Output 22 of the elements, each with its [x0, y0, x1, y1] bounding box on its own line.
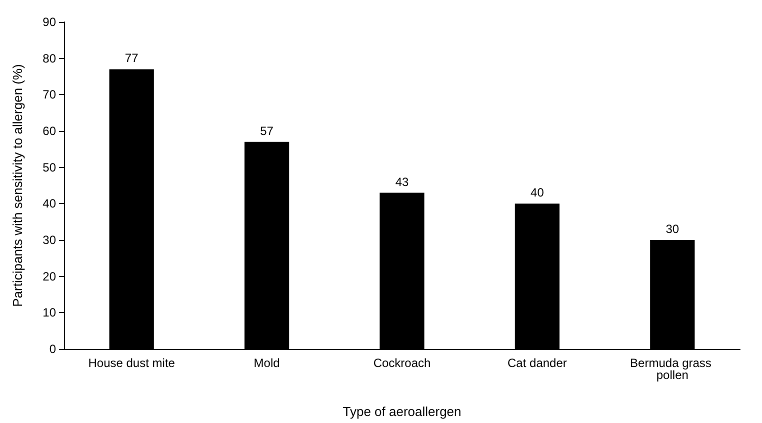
y-tick-label: 90: [42, 15, 56, 29]
data-label: 30: [666, 222, 680, 236]
y-tick-label: 30: [42, 233, 56, 247]
y-tick-label: 10: [42, 306, 56, 320]
data-label: 43: [395, 174, 409, 189]
y-tick-label: 20: [42, 269, 56, 284]
y-tick-label: 50: [42, 160, 56, 174]
x-tick-label: Mold: [254, 356, 280, 370]
data-label: 77: [124, 51, 139, 66]
y-axis-title: Participants with sensitivity to allergen (%): [10, 64, 25, 307]
y-tick-label: 0: [49, 342, 56, 356]
x-axis-title: Type of aeroallergen: [342, 404, 462, 419]
data-label: 40: [530, 186, 544, 200]
y-tick-label: 80: [42, 51, 56, 66]
y-tick-label: 70: [42, 88, 56, 102]
x-tick-label: House dust mite: [88, 356, 176, 370]
x-tick-label: Bermuda grass pollen: [630, 356, 715, 382]
x-tick-label: Cat dander: [508, 356, 567, 370]
y-tick-label: 40: [42, 196, 56, 211]
data-label: 57: [260, 124, 274, 138]
x-tick-label: Cockroach: [373, 356, 431, 370]
y-tick-label: 60: [42, 124, 56, 138]
